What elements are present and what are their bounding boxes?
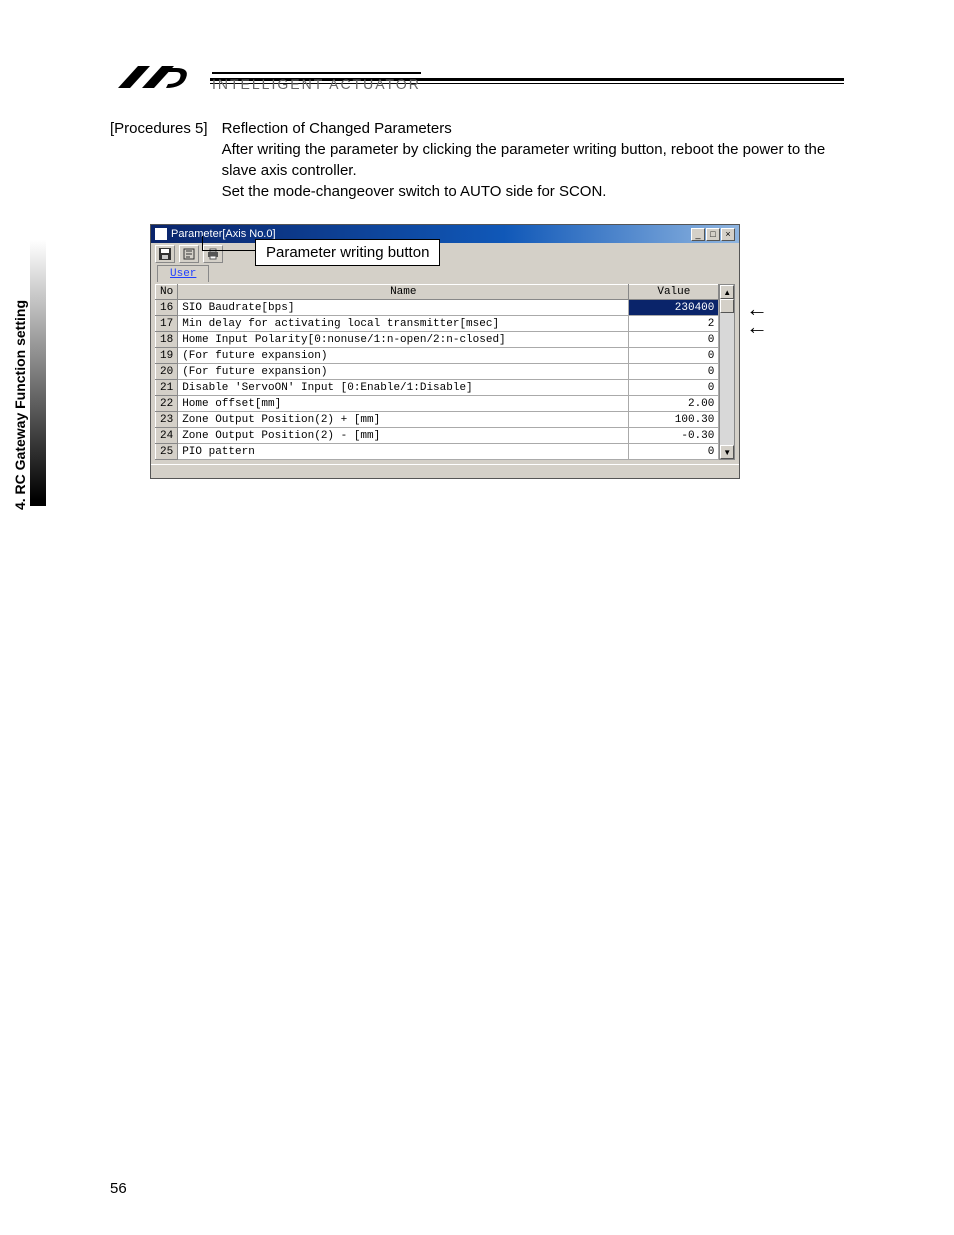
cell-name: Zone Output Position(2) - [mm] (178, 428, 629, 444)
cell-no: 17 (156, 316, 178, 332)
cell-name: Disable 'ServoON' Input [0:Enable/1:Disa… (178, 380, 629, 396)
table-row[interactable]: 22Home offset[mm]2.00 (156, 396, 719, 412)
table-row[interactable]: 21Disable 'ServoON' Input [0:Enable/1:Di… (156, 380, 719, 396)
table-row[interactable]: 20(For future expansion)0 (156, 364, 719, 380)
window-toolbar: Parameter writing button (151, 243, 739, 265)
col-value: Value (629, 285, 719, 300)
cell-name: SIO Baudrate[bps] (178, 300, 629, 316)
side-tab-label: 4. RC Gateway Function setting (12, 300, 28, 510)
cell-value[interactable]: 100.30 (629, 412, 719, 428)
cell-no: 25 (156, 444, 178, 460)
table-row[interactable]: 19(For future expansion)0 (156, 348, 719, 364)
cell-no: 16 (156, 300, 178, 316)
procedure-block: [Procedures 5] Reflection of Changed Par… (110, 118, 844, 202)
cell-name: Home Input Polarity[0:nonuse/1:n-open/2:… (178, 332, 629, 348)
pointer-arrow-icon: ← (746, 316, 768, 338)
side-tab-gradient (30, 240, 46, 500)
side-tab-block (30, 500, 46, 506)
cell-value[interactable]: 2.00 (629, 396, 719, 412)
cell-value[interactable]: 0 (629, 444, 719, 460)
floppy-icon (158, 247, 172, 261)
cell-name: PIO pattern (178, 444, 629, 460)
cell-value[interactable]: -0.30 (629, 428, 719, 444)
page-header: INTELLIGENT ACTUATOR (110, 60, 844, 94)
scroll-thumb[interactable] (720, 299, 734, 313)
cell-no: 19 (156, 348, 178, 364)
table-row[interactable]: 25PIO pattern0 (156, 444, 719, 460)
parameter-write-button[interactable] (179, 245, 199, 263)
cell-value[interactable]: 0 (629, 380, 719, 396)
window-titlebar: Parameter[Axis No.0] _ □ × (151, 225, 739, 243)
window-doc-icon (155, 228, 167, 240)
cell-name: (For future expansion) (178, 348, 629, 364)
cell-value[interactable]: 230400 (629, 300, 719, 316)
save-button[interactable] (155, 245, 175, 263)
cell-no: 20 (156, 364, 178, 380)
cell-no: 21 (156, 380, 178, 396)
cell-name: Zone Output Position(2) + [mm] (178, 412, 629, 428)
cell-value[interactable]: 0 (629, 332, 719, 348)
procedure-body-2: Set the mode-changeover switch to AUTO s… (222, 181, 844, 202)
cell-value[interactable]: 0 (629, 364, 719, 380)
write-icon (182, 247, 196, 261)
table-row[interactable]: 17Min delay for activating local transmi… (156, 316, 719, 332)
brand-logo (110, 60, 200, 94)
vertical-scrollbar[interactable]: ▲ ▼ (719, 284, 735, 460)
cell-name: (For future expansion) (178, 364, 629, 380)
procedure-body-1: After writing the parameter by clicking … (222, 139, 844, 181)
scroll-up-button[interactable]: ▲ (720, 285, 734, 299)
cell-name: Home offset[mm] (178, 396, 629, 412)
tab-user[interactable]: User (157, 265, 209, 282)
brand-text: INTELLIGENT ACTUATOR (212, 76, 421, 94)
parameter-write-callout: Parameter writing button (255, 239, 440, 266)
cell-name: Min delay for activating local transmitt… (178, 316, 629, 332)
scroll-track[interactable] (720, 313, 734, 445)
print-button[interactable] (203, 245, 223, 263)
window-minimize-button[interactable]: _ (691, 228, 705, 241)
window-maximize-button[interactable]: □ (706, 228, 720, 241)
col-name: Name (178, 285, 629, 300)
table-row[interactable]: 24Zone Output Position(2) - [mm]-0.30 (156, 428, 719, 444)
scroll-down-button[interactable]: ▼ (720, 445, 734, 459)
table-row[interactable]: 23Zone Output Position(2) + [mm]100.30 (156, 412, 719, 428)
parameter-table: No Name Value 16SIO Baudrate[bps]2304001… (155, 284, 719, 460)
table-row[interactable]: 16SIO Baudrate[bps]230400 (156, 300, 719, 316)
procedure-title: Reflection of Changed Parameters (222, 118, 844, 139)
window-close-button[interactable]: × (721, 228, 735, 241)
procedure-label: [Procedures 5] (110, 118, 208, 202)
cell-value[interactable]: 2 (629, 316, 719, 332)
parameter-window: Parameter[Axis No.0] _ □ × (150, 224, 740, 479)
cell-no: 22 (156, 396, 178, 412)
cell-no: 18 (156, 332, 178, 348)
col-no: No (156, 285, 178, 300)
window-statusbar (151, 464, 739, 478)
cell-no: 24 (156, 428, 178, 444)
table-row[interactable]: 18Home Input Polarity[0:nonuse/1:n-open/… (156, 332, 719, 348)
tab-strip: User (151, 265, 739, 284)
page-number: 56 (110, 1180, 127, 1197)
cell-value[interactable]: 0 (629, 348, 719, 364)
cell-no: 23 (156, 412, 178, 428)
